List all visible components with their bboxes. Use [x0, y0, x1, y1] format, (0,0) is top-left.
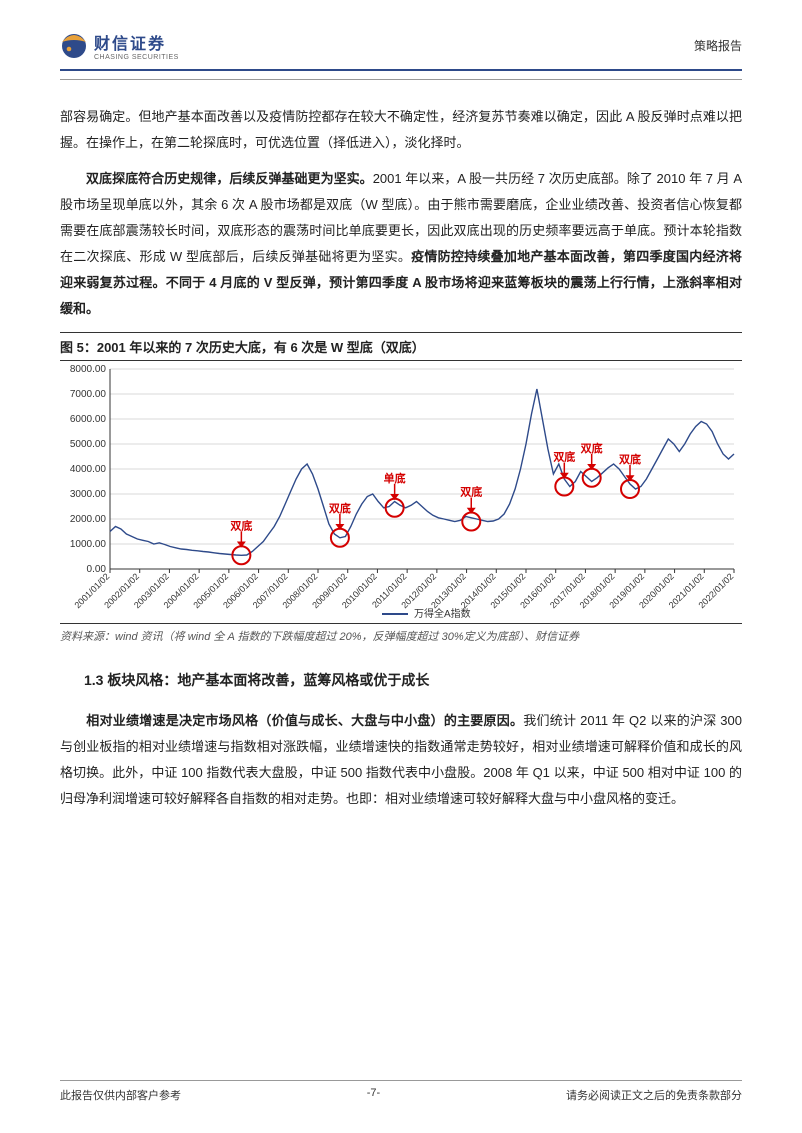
svg-text:5000.00: 5000.00: [70, 439, 107, 450]
svg-text:3000.00: 3000.00: [70, 489, 107, 500]
svg-text:双底: 双底: [553, 450, 575, 464]
logo-text-en: CHASING SECURITIES: [94, 54, 179, 61]
footer-left: 此报告仅供内部客户参考: [60, 1087, 181, 1103]
svg-text:万得全A指数: 万得全A指数: [414, 607, 471, 620]
footer-right: 请务必阅读正文之后的免责条款部分: [566, 1087, 742, 1103]
svg-text:双底: 双底: [581, 441, 603, 455]
paragraph-1: 部容易确定。但地产基本面改善以及疫情防控都存在较大不确定性，经济复苏节奏难以确定…: [60, 104, 742, 156]
svg-text:2000.00: 2000.00: [70, 514, 107, 525]
paragraph-2: 双底探底符合历史规律，后续反弹基础更为坚实。2001 年以来，A 股一共历经 7…: [60, 166, 742, 322]
figure-title: 图 5：2001 年以来的 7 次历史大底，有 6 次是 W 型底（双底）: [60, 332, 742, 361]
svg-text:4000.00: 4000.00: [70, 464, 107, 475]
header-report-type: 策略报告: [694, 37, 742, 54]
svg-text:6000.00: 6000.00: [70, 414, 107, 425]
logo: 财信证券 CHASING SECURITIES: [60, 30, 179, 61]
page-footer: 此报告仅供内部客户参考 -7- 请务必阅读正文之后的免责条款部分: [60, 1080, 742, 1103]
paragraph-3: 相对业绩增速是决定市场风格（价值与成长、大盘与中小盘）的主要原因。我们统计 20…: [60, 708, 742, 812]
line-chart: 0.001000.002000.003000.004000.005000.006…: [60, 363, 742, 623]
svg-text:7000.00: 7000.00: [70, 389, 107, 400]
svg-text:单底: 单底: [384, 471, 406, 485]
figure-source: 资料来源：wind 资讯（将 wind 全 A 指数的下跌幅度超过 20%，反弹…: [60, 623, 742, 644]
p2-lead: 双底探底符合历史规律，后续反弹基础更为坚实。: [86, 171, 373, 186]
svg-text:双底: 双底: [329, 501, 351, 515]
chart-container: 0.001000.002000.003000.004000.005000.006…: [60, 363, 742, 623]
section-heading: 1.3 板块风格：地产基本面将改善，蓝筹风格或优于成长: [84, 670, 742, 690]
svg-text:1000.00: 1000.00: [70, 539, 107, 550]
svg-text:双底: 双底: [619, 452, 641, 466]
page-header: 财信证券 CHASING SECURITIES 策略报告: [60, 30, 742, 71]
footer-page-number: -7-: [367, 1087, 380, 1103]
svg-text:8000.00: 8000.00: [70, 364, 107, 375]
svg-text:双底: 双底: [230, 518, 252, 532]
logo-mark-icon: [60, 32, 88, 60]
p3-lead: 相对业绩增速是决定市场风格（价值与成长、大盘与中小盘）的主要原因。: [86, 713, 523, 728]
svg-text:双底: 双底: [460, 485, 482, 499]
logo-text-cn: 财信证券: [94, 30, 179, 54]
